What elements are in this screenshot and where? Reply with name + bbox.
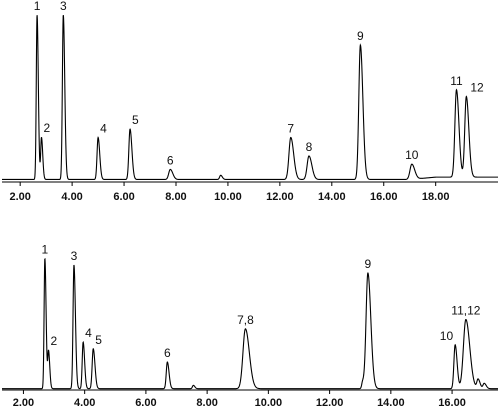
top-x-tick-label: 18.00 (422, 191, 450, 203)
top-peak-label: 12 (470, 80, 484, 94)
top-peak-label: 7 (287, 121, 294, 135)
top-x-tick-label: 2.00 (9, 191, 30, 203)
top-x-tick-label: 8.00 (165, 191, 186, 203)
bottom-x-tick-label: 6.00 (135, 397, 156, 407)
top-peak-label: 9 (357, 29, 364, 43)
bottom-peak-label: 7,8 (237, 313, 254, 327)
bottom-peak-label: 3 (71, 249, 78, 263)
bottom-peak-label: 4 (85, 326, 92, 340)
bottom-x-tick-label: 8.00 (196, 397, 217, 407)
bottom-x-tick-label: 12.00 (316, 397, 344, 407)
bottom-peak-label: 6 (164, 346, 171, 360)
chromatogram-top: 2.00 4.00 6.00 8.00 10.00 12.00 14.00 16.00 18.0… (2, 0, 498, 203)
top-x-tick-label: 4.00 (61, 191, 82, 203)
chromatogram-bottom: 2.00 4.00 6.00 8.00 10.00 12.00 14.00 16.00 1 2 3 4… (2, 242, 498, 407)
top-peak-label: 2 (43, 121, 50, 135)
top-peak-label: 5 (132, 113, 139, 127)
bottom-peak-label: 9 (365, 257, 372, 271)
top-signal-trace (2, 15, 498, 181)
bottom-x-tick-label: 2.00 (13, 397, 34, 407)
bottom-x-tick-label: 14.00 (377, 397, 405, 407)
top-x-tick-label: 14.00 (318, 191, 346, 203)
top-peak-label: 6 (167, 153, 174, 167)
bottom-signal-trace (2, 257, 498, 390)
bottom-peak-label: 10 (440, 329, 454, 343)
top-x-tick-label: 10.00 (214, 191, 242, 203)
top-peak-label: 1 (34, 0, 41, 13)
bottom-x-tick-label: 4.00 (74, 397, 95, 407)
bottom-peak-label: 1 (42, 242, 49, 256)
top-peak-label: 8 (306, 140, 313, 154)
bottom-x-tick-label: 10.00 (255, 397, 283, 407)
top-peak-label: 10 (405, 148, 419, 162)
top-peak-label: 3 (60, 0, 67, 13)
top-x-tick-label: 6.00 (113, 191, 134, 203)
bottom-x-tick-label: 16.00 (438, 397, 466, 407)
top-peak-label: 11 (450, 74, 463, 88)
bottom-peak-label: 11,12 (451, 304, 480, 318)
top-x-tick-label: 16.00 (370, 191, 398, 203)
bottom-peak-label: 5 (95, 333, 102, 347)
bottom-peak-label: 2 (51, 334, 58, 348)
top-peak-label: 4 (100, 121, 107, 135)
top-x-tick-label: 12.00 (266, 191, 294, 203)
